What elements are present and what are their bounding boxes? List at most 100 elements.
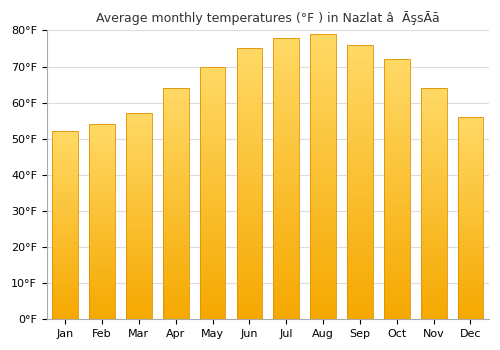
Bar [458, 278, 483, 279]
Bar [384, 208, 409, 209]
Bar [310, 219, 336, 221]
Bar [52, 149, 78, 150]
Bar [126, 299, 152, 300]
Bar [458, 297, 483, 298]
Bar [347, 282, 373, 284]
Bar [310, 305, 336, 306]
Bar [200, 257, 226, 259]
Bar [384, 195, 409, 196]
Bar [310, 132, 336, 134]
Bar [200, 160, 226, 161]
Bar [274, 211, 299, 212]
Bar [126, 222, 152, 223]
Bar [420, 213, 446, 214]
Bar [347, 223, 373, 225]
Bar [347, 153, 373, 155]
Bar [52, 274, 78, 275]
Bar [163, 166, 188, 167]
Bar [274, 62, 299, 63]
Bar [163, 144, 188, 145]
Bar [236, 218, 262, 219]
Bar [52, 253, 78, 254]
Bar [89, 150, 115, 152]
Bar [236, 160, 262, 161]
Bar [236, 235, 262, 237]
Bar [126, 166, 152, 167]
Bar [420, 167, 446, 168]
Bar [274, 266, 299, 267]
Bar [163, 230, 188, 231]
Bar [310, 65, 336, 67]
Bar [52, 147, 78, 148]
Bar [200, 150, 226, 151]
Bar [384, 218, 409, 219]
Bar [163, 213, 188, 214]
Bar [163, 308, 188, 309]
Bar [384, 127, 409, 128]
Bar [236, 57, 262, 58]
Bar [126, 203, 152, 204]
Bar [310, 80, 336, 81]
Bar [89, 229, 115, 230]
Bar [163, 92, 188, 93]
Bar [310, 67, 336, 68]
Bar [52, 305, 78, 306]
Bar [420, 286, 446, 287]
Bar [274, 167, 299, 169]
Bar [384, 181, 409, 183]
Bar [310, 147, 336, 148]
Bar [163, 288, 188, 289]
Bar [384, 318, 409, 319]
Bar [126, 211, 152, 212]
Bar [236, 177, 262, 178]
Bar [310, 70, 336, 71]
Bar [274, 59, 299, 60]
Bar [274, 50, 299, 52]
Bar [236, 107, 262, 108]
Bar [163, 195, 188, 196]
Bar [274, 45, 299, 46]
Bar [458, 281, 483, 282]
Bar [458, 214, 483, 215]
Bar [126, 204, 152, 205]
Bar [310, 261, 336, 262]
Bar [310, 299, 336, 301]
Bar [52, 240, 78, 241]
Bar [384, 307, 409, 309]
Bar [200, 66, 226, 68]
Bar [274, 295, 299, 297]
Bar [236, 101, 262, 103]
Bar [420, 284, 446, 285]
Bar [310, 117, 336, 118]
Bar [89, 169, 115, 170]
Bar [236, 311, 262, 313]
Bar [200, 112, 226, 113]
Bar [163, 275, 188, 276]
Bar [347, 288, 373, 289]
Bar [52, 196, 78, 197]
Bar [126, 285, 152, 286]
Bar [89, 183, 115, 184]
Bar [274, 138, 299, 139]
Bar [310, 222, 336, 224]
Bar [200, 165, 226, 166]
Bar [200, 293, 226, 294]
Bar [347, 70, 373, 71]
Bar [200, 307, 226, 308]
Bar [163, 270, 188, 271]
Bar [310, 195, 336, 197]
Bar [384, 272, 409, 274]
Bar [126, 197, 152, 198]
Bar [236, 96, 262, 97]
Bar [384, 144, 409, 145]
Bar [458, 239, 483, 240]
Bar [52, 210, 78, 211]
Bar [236, 97, 262, 99]
Bar [236, 139, 262, 140]
Bar [126, 276, 152, 277]
Bar [310, 254, 336, 255]
Bar [200, 111, 226, 112]
Bar [163, 222, 188, 223]
Bar [420, 177, 446, 178]
Bar [200, 128, 226, 130]
